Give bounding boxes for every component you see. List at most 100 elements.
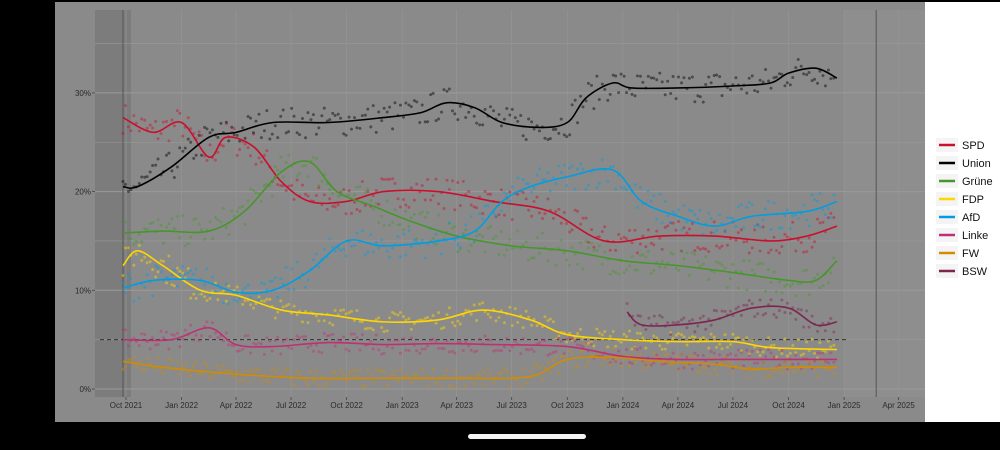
x-tick-label: Jan 2024: [606, 401, 639, 410]
poll-dot: [464, 223, 468, 227]
poll-dot: [393, 181, 397, 185]
poll-dot: [570, 245, 574, 249]
poll-dot: [636, 314, 640, 318]
poll-dot: [262, 129, 266, 133]
poll-dot: [159, 259, 163, 263]
poll-dot: [221, 364, 225, 368]
poll-dot: [747, 251, 751, 255]
poll-dot: [252, 188, 256, 192]
poll-dot: [649, 199, 653, 203]
poll-dot: [586, 360, 590, 364]
poll-dot: [306, 383, 310, 387]
poll-dot: [541, 378, 545, 382]
poll-dot: [576, 167, 580, 171]
poll-dot: [802, 269, 806, 273]
poll-dot: [284, 189, 288, 193]
poll-dot: [559, 170, 563, 174]
poll-dot: [570, 228, 574, 232]
poll-dot: [628, 264, 632, 268]
poll-dot: [434, 242, 438, 246]
poll-dot: [391, 220, 395, 224]
poll-dot: [137, 296, 141, 300]
poll-dot: [742, 303, 746, 307]
poll-dot: [723, 266, 727, 270]
poll-dot: [205, 320, 209, 324]
poll-dots-union: [121, 57, 836, 193]
poll-dot: [304, 285, 308, 289]
poll-dot: [134, 240, 138, 244]
poll-dot: [715, 73, 719, 77]
poll-dot: [761, 313, 765, 317]
poll-dot: [374, 201, 378, 205]
poll-dot: [360, 229, 364, 233]
poll-dot: [123, 246, 127, 250]
poll-dot: [573, 339, 577, 343]
home-indicator[interactable]: [468, 434, 586, 439]
poll-dot: [619, 185, 623, 189]
poll-dot: [687, 227, 691, 231]
poll-dot: [756, 263, 760, 267]
poll-dot: [481, 217, 485, 221]
poll-dot: [317, 126, 321, 130]
poll-dot: [584, 216, 588, 220]
poll-dot: [412, 322, 416, 326]
poll-dot: [320, 351, 324, 355]
poll-dot: [677, 75, 681, 79]
poll-dot: [747, 200, 751, 204]
poll-dot: [230, 125, 234, 129]
poll-dot: [622, 235, 626, 239]
poll-dot: [494, 319, 498, 323]
poll-dot: [494, 215, 498, 219]
poll-dot: [826, 361, 830, 365]
poll-dot: [200, 371, 204, 375]
poll-dot: [156, 356, 160, 360]
poll-dot: [677, 367, 681, 371]
poll-dot: [478, 302, 482, 306]
poll-dot: [336, 112, 340, 116]
poll-dot: [742, 225, 746, 229]
poll-dot: [486, 338, 490, 342]
poll-dot: [821, 351, 825, 355]
poll-dot: [690, 335, 694, 339]
poll-dot: [249, 368, 253, 372]
poll-dot: [309, 370, 313, 374]
poll-dot: [342, 247, 346, 251]
poll-dot: [663, 265, 667, 269]
poll-dot: [832, 256, 836, 260]
poll-dot: [568, 263, 572, 267]
poll-dot: [311, 155, 315, 159]
poll-dot: [328, 118, 332, 122]
poll-dot: [535, 363, 539, 367]
poll-dot: [630, 92, 634, 96]
poll-dot: [467, 375, 471, 379]
poll-dot: [292, 304, 296, 308]
poll-dot: [761, 218, 765, 222]
poll-dot: [186, 370, 190, 374]
poll-dot: [685, 231, 689, 235]
poll-dot: [546, 197, 550, 201]
poll-dot: [391, 246, 395, 250]
poll-dot: [674, 266, 678, 270]
poll-dot: [794, 369, 798, 373]
poll-dot: [573, 366, 577, 370]
poll-dot: [325, 382, 329, 386]
poll-dot: [235, 369, 239, 373]
poll-dot: [301, 320, 305, 324]
poll-dot: [295, 131, 299, 135]
poll-dot: [780, 371, 784, 375]
poll-dot: [693, 249, 697, 253]
poll-dot: [677, 208, 681, 212]
poll-dot: [388, 255, 392, 259]
poll-dot: [521, 190, 525, 194]
poll-dot: [489, 338, 493, 342]
poll-dot: [796, 362, 800, 366]
poll-dot: [238, 139, 242, 143]
poll-dot: [807, 325, 811, 329]
poll-dot: [829, 211, 833, 215]
poll-dot: [273, 276, 277, 280]
poll-dot: [189, 374, 193, 378]
poll-dot: [423, 317, 427, 321]
poll-dot: [725, 216, 729, 220]
poll-dot: [753, 228, 757, 232]
poll-dot: [669, 362, 673, 366]
